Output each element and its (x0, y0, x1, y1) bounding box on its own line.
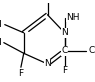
Text: Cl: Cl (88, 46, 95, 55)
Text: Cl: Cl (0, 38, 2, 47)
Text: C: C (61, 46, 68, 55)
Text: N: N (61, 28, 68, 37)
Text: N: N (44, 59, 51, 68)
Text: F: F (62, 66, 67, 75)
Text: F: F (45, 0, 50, 2)
Text: Cl: Cl (0, 20, 3, 29)
Text: NH: NH (66, 13, 80, 22)
Text: F: F (18, 69, 23, 78)
